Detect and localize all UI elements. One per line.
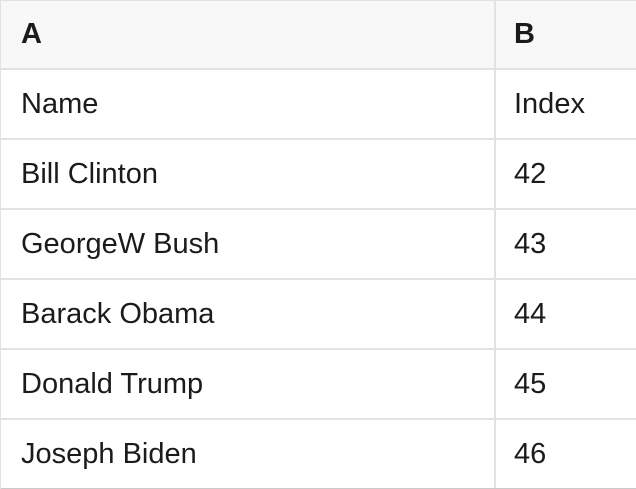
- cell-b-43[interactable]: 43: [514, 227, 547, 260]
- cell-a-name[interactable]: Name: [1, 70, 496, 138]
- cell-b-index[interactable]: Index: [514, 87, 585, 120]
- table-row: Name Index: [1, 70, 636, 140]
- column-header-a[interactable]: A: [1, 1, 496, 68]
- cell-a-georgew-bush[interactable]: GeorgeW Bush: [1, 210, 496, 278]
- cell-a-joseph-biden[interactable]: Joseph Biden: [1, 420, 496, 488]
- table-row: GeorgeW Bush 43: [1, 210, 636, 280]
- cell-b-42[interactable]: 42: [514, 157, 547, 190]
- cell-a-donald-trump[interactable]: Donald Trump: [1, 350, 496, 418]
- table-row: Barack Obama 44: [1, 280, 636, 350]
- header-row: A B: [1, 1, 636, 70]
- cell-b-45[interactable]: 45: [514, 367, 547, 400]
- cell-a-bill-clinton[interactable]: Bill Clinton: [1, 140, 496, 208]
- cell-b-44[interactable]: 44: [514, 297, 547, 330]
- cell-b-46[interactable]: 46: [514, 437, 547, 470]
- table-row: Joseph Biden 46: [1, 420, 636, 489]
- table-row: Bill Clinton 42: [1, 140, 636, 210]
- table-row: Donald Trump 45: [1, 350, 636, 420]
- column-header-b[interactable]: B: [514, 18, 535, 50]
- cell-a-barack-obama[interactable]: Barack Obama: [1, 280, 496, 348]
